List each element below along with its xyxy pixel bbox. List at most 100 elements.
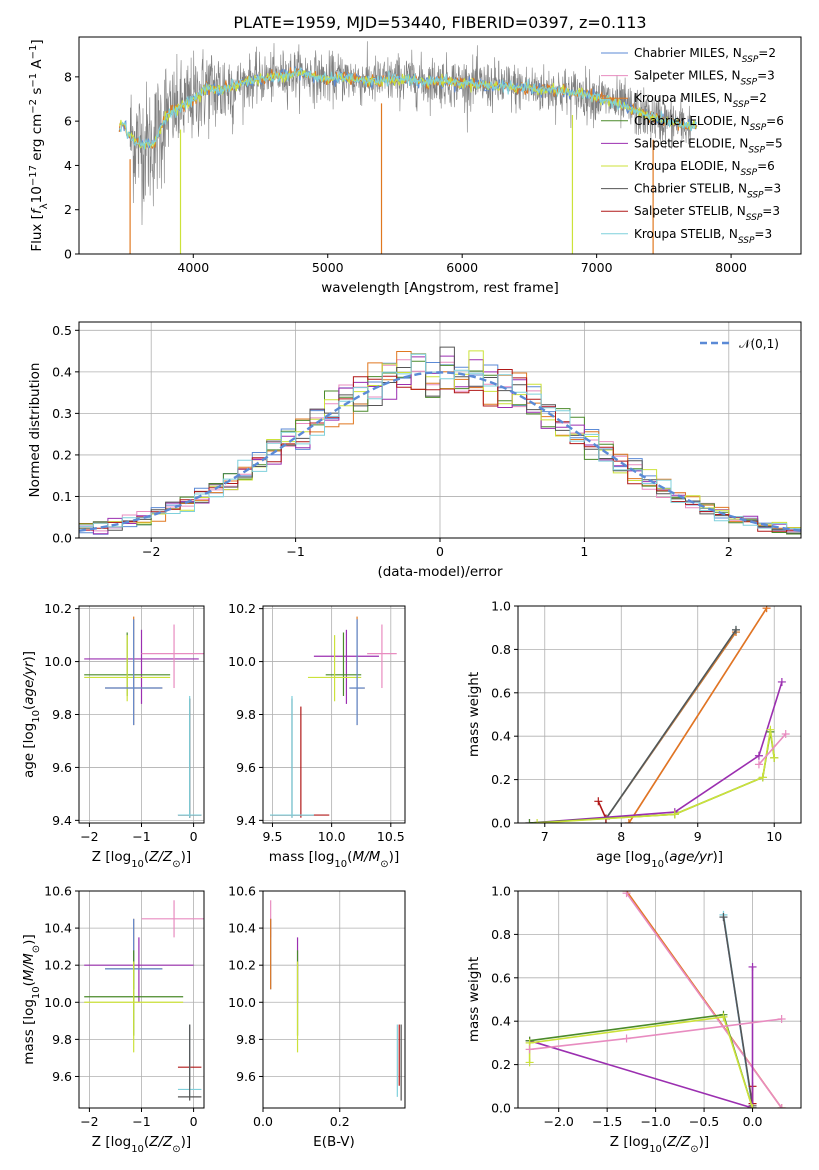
weight-marker bbox=[777, 1104, 786, 1108]
x-axis-label: Z [log10(Z/Z⊙)] bbox=[92, 849, 191, 870]
y-tick-label: 0.4 bbox=[52, 364, 72, 379]
x-tick-label: 5000 bbox=[312, 260, 344, 275]
label-part: A bbox=[29, 59, 45, 73]
label-part: E(B-V) bbox=[313, 1134, 355, 1150]
weight-line bbox=[529, 681, 783, 823]
y-tick-label: 0.3 bbox=[52, 406, 72, 421]
model-spectrum-line bbox=[118, 66, 698, 150]
y-tick-label: 9.6 bbox=[236, 1069, 256, 1084]
y-tick-label: 0.4 bbox=[491, 1014, 511, 1029]
weight-line bbox=[758, 733, 787, 765]
label-part: wavelength [Angstrom, rest frame] bbox=[321, 280, 559, 296]
age-vs-mass-panel: 9.5 10.0 10.5 9.4 9.6 9.8 10.0 10.2 mass [log10(… bbox=[228, 601, 406, 870]
y-axis-label: Flux [fλ10−17 erg cm−2 s−1 A−1] bbox=[28, 39, 50, 251]
x-tick-label: 0.0 bbox=[743, 1114, 763, 1129]
y-tick-label: 0.0 bbox=[491, 816, 511, 831]
legend-label: Kroupa ELODIE, NSSP=6 bbox=[634, 159, 775, 178]
label-part: ] bbox=[29, 39, 45, 44]
weight-line bbox=[537, 729, 775, 823]
gaussian-legend-label: 𝒩(0,1) bbox=[739, 337, 779, 351]
weight-marker bbox=[754, 751, 763, 760]
label-part: −1 bbox=[28, 73, 39, 88]
y-tick-label: 9.4 bbox=[52, 813, 72, 828]
legend-label: Chabrier MILES, NSSP=2 bbox=[634, 46, 776, 65]
weight-marker bbox=[754, 760, 763, 769]
weight-line bbox=[597, 800, 607, 820]
legend-model: Chabrier STELIB, N bbox=[634, 182, 747, 196]
label-part: 10 bbox=[29, 186, 45, 203]
y-tick-label: 10.4 bbox=[44, 921, 72, 936]
weight-marker bbox=[777, 1015, 786, 1024]
weight-line bbox=[605, 629, 737, 820]
weight-marker bbox=[525, 1058, 534, 1067]
x-axis-label: wavelength [Angstrom, rest frame] bbox=[321, 280, 559, 296]
x-axis-label: Z [log10(Z/Z⊙)] bbox=[92, 1134, 191, 1155]
observed-spectrum-line bbox=[129, 41, 691, 226]
weight-marker bbox=[624, 819, 633, 823]
y-tick-label: 0.8 bbox=[491, 927, 511, 942]
axes-frame bbox=[78, 36, 802, 255]
label-part: (data-model)/error bbox=[377, 564, 503, 580]
y-tick-label: 10.4 bbox=[228, 921, 256, 936]
label-part: )] bbox=[699, 1134, 710, 1150]
legend-sub: SSP bbox=[733, 100, 750, 110]
legend-sub: SSP bbox=[748, 145, 765, 155]
label-part: age [log bbox=[21, 723, 37, 778]
y-axis-label: mass weight bbox=[466, 957, 482, 1042]
weight-marker bbox=[731, 625, 740, 634]
weight-marker bbox=[719, 1012, 728, 1021]
x-tick-label: 10.5 bbox=[377, 829, 405, 844]
legend-n: =6 bbox=[766, 114, 784, 128]
y-tick-label: 0.5 bbox=[52, 323, 72, 338]
legend-n: =6 bbox=[757, 159, 775, 173]
label-part: s bbox=[29, 88, 45, 99]
label-part: age/yr bbox=[669, 849, 714, 865]
mass-vs-ebv-plot-area bbox=[270, 900, 402, 1101]
weight-line bbox=[625, 892, 783, 1108]
mass-vs-Z-plot-area bbox=[84, 900, 204, 1101]
label-part: ( bbox=[347, 849, 352, 865]
legend-sub: SSP bbox=[746, 213, 763, 223]
label-part: 10 bbox=[131, 859, 144, 870]
label-part: −2 bbox=[28, 99, 39, 114]
x-tick-label: 10 bbox=[766, 829, 782, 844]
weight-vs-age-plot-area bbox=[525, 606, 790, 823]
x-tick-label: −1.0 bbox=[640, 1114, 670, 1129]
legend-n: =3 bbox=[764, 182, 782, 196]
label-part: Z [log bbox=[610, 1134, 649, 1150]
x-tick-label: −0.5 bbox=[689, 1114, 719, 1129]
label-part: Z/Z bbox=[666, 1134, 691, 1150]
residuals-plot-area bbox=[79, 346, 801, 535]
label-part: ⊙ bbox=[172, 859, 180, 870]
legend-label: Salpeter MILES, NSSP=3 bbox=[634, 69, 775, 88]
legend-label: Salpeter STELIB, NSSP=3 bbox=[634, 204, 780, 223]
x-tick-label: −1.5 bbox=[592, 1114, 622, 1129]
label-part: )] bbox=[181, 849, 192, 865]
model-spectrum-line bbox=[118, 69, 697, 150]
y-tick-label: 10.2 bbox=[228, 601, 256, 616]
y-tick-label: 6 bbox=[64, 114, 72, 129]
mass-vs-Z-panel: −2 −1 09.69.810.010.210.410.6Z [log10(Z/Z⊙… bbox=[21, 884, 205, 1155]
x-axis-label: age [log10(age/yr)] bbox=[596, 849, 723, 870]
figure-title: PLATE=1959, MJD=53440, FIBERID=0397, z=0… bbox=[233, 13, 646, 32]
label-part: )] bbox=[181, 1134, 192, 1150]
x-tick-label: 6000 bbox=[446, 260, 478, 275]
label-part: M/M bbox=[21, 953, 37, 981]
y-tick-label: 2 bbox=[64, 202, 72, 217]
y-tick-label: 9.6 bbox=[236, 760, 256, 775]
label-part: M/M bbox=[352, 849, 380, 865]
y-tick-label: 10.2 bbox=[228, 958, 256, 973]
age-vs-Z-panel: −2 −1 09.49.69.810.010.2Z [log10(Z/Z⊙)]age… bbox=[21, 601, 205, 870]
y-tick-label: 10.6 bbox=[228, 884, 256, 899]
legend-n: =3 bbox=[757, 69, 775, 83]
y-tick-label: 10.0 bbox=[228, 995, 256, 1010]
label-part: 10 bbox=[31, 710, 42, 723]
legend-sub: SSP bbox=[741, 168, 758, 178]
legend-n: =2 bbox=[758, 46, 776, 60]
y-tick-label: 9.8 bbox=[52, 1032, 72, 1047]
x-tick-label: −1 bbox=[132, 829, 150, 844]
residual-histogram-step bbox=[79, 353, 801, 530]
y-axis-label: mass [log10(M/M⊙)] bbox=[21, 934, 42, 1064]
